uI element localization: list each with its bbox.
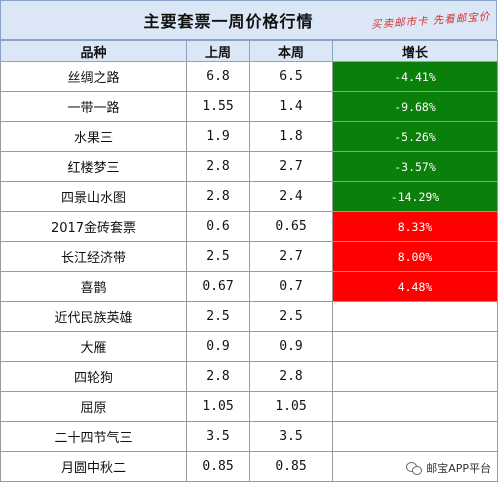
table-row: 丝绸之路 6.8 6.5 -4.41% [0,61,498,92]
this-week-cell: 2.8 [249,361,333,392]
table-row: 四景山水图 2.8 2.4 -14.29% [0,181,498,212]
this-week-cell: 0.9 [249,331,333,362]
name-cell: 屈原 [0,391,187,422]
watermark-text: 邮宝APP平台 [426,462,491,475]
last-week-cell: 0.67 [186,271,250,302]
table-row: 水果三 1.9 1.8 -5.26% [0,121,498,152]
change-cell: 8.33% [332,211,498,242]
this-week-cell: 3.5 [249,421,333,452]
last-week-cell: 2.8 [186,361,250,392]
last-week-cell: 2.5 [186,241,250,272]
name-cell: 长江经济带 [0,241,187,272]
table-row: 2017金砖套票 0.6 0.65 8.33% [0,211,498,242]
change-cell: -9.68% [332,91,498,122]
this-week-cell: 0.85 [249,451,333,482]
change-cell: 8.00% [332,241,498,272]
header-name: 品种 [0,40,187,62]
last-week-cell: 1.05 [186,391,250,422]
this-week-cell: 2.5 [249,301,333,332]
change-cell [332,391,498,422]
change-cell [332,361,498,392]
name-cell: 四轮狗 [0,361,187,392]
this-week-cell: 2.4 [249,181,333,212]
this-week-cell: 2.7 [249,241,333,272]
table-row: 二十四节气三 3.5 3.5 [0,421,498,452]
name-cell: 月圆中秋二 [0,451,187,482]
table-row: 月圆中秋二 0.85 0.85 [0,451,498,482]
title-bar: 主要套票一周价格行情 买卖邮市卡 先看邮宝价 [0,0,497,40]
this-week-cell: 1.4 [249,91,333,122]
table-body: 丝绸之路 6.8 6.5 -4.41% 一带一路 1.55 1.4 -9.68% 水果三 1.9 1… [0,61,498,482]
table-row: 近代民族英雄 2.5 2.5 [0,301,498,332]
name-cell: 四景山水图 [0,181,187,212]
change-cell: -5.26% [332,121,498,152]
last-week-cell: 2.8 [186,151,250,182]
this-week-cell: 6.5 [249,61,333,92]
table-row: 大雁 0.9 0.9 [0,331,498,362]
this-week-cell: 1.8 [249,121,333,152]
header-last-week: 上周 [186,40,250,62]
this-week-cell: 0.65 [249,211,333,242]
page-title: 主要套票一周价格行情 [143,12,314,31]
header-change: 增长 [332,40,498,62]
last-week-cell: 3.5 [186,421,250,452]
name-cell: 一带一路 [0,91,187,122]
last-week-cell: 2.8 [186,181,250,212]
this-week-cell: 1.05 [249,391,333,422]
change-cell: -4.41% [332,61,498,92]
last-week-cell: 0.6 [186,211,250,242]
table-row: 喜鹊 0.67 0.7 4.48% [0,271,498,302]
name-cell: 大雁 [0,331,187,362]
table-row: 一带一路 1.55 1.4 -9.68% [0,91,498,122]
this-week-cell: 0.7 [249,271,333,302]
table-row: 红楼梦三 2.8 2.7 -3.57% [0,151,498,182]
price-table: 品种 上周 本周 增长 丝绸之路 6.8 6.5 -4.41% 一带一路 1.55 1.4-… [0,40,498,482]
this-week-cell: 2.7 [249,151,333,182]
slogan-text: 买卖邮市卡 先看邮宝价 [370,10,491,32]
change-cell: -3.57% [332,151,498,182]
name-cell: 水果三 [0,121,187,152]
last-week-cell: 0.9 [186,331,250,362]
change-cell: -14.29% [332,181,498,212]
last-week-cell: 0.85 [186,451,250,482]
name-cell: 喜鹊 [0,271,187,302]
last-week-cell: 1.55 [186,91,250,122]
wechat-icon [406,461,423,475]
table-row: 长江经济带 2.5 2.7 8.00% [0,241,498,272]
name-cell: 2017金砖套票 [0,211,187,242]
change-cell [332,421,498,452]
table-row: 屈原 1.05 1.05 [0,391,498,422]
name-cell: 丝绸之路 [0,61,187,92]
name-cell: 红楼梦三 [0,151,187,182]
last-week-cell: 1.9 [186,121,250,152]
table-header-row: 品种 上周 本周 增长 [0,40,498,62]
change-cell [332,331,498,362]
header-this-week: 本周 [249,40,333,62]
watermark: 邮宝APP平台 [403,459,494,477]
last-week-cell: 6.8 [186,61,250,92]
table-row: 四轮狗 2.8 2.8 [0,361,498,392]
name-cell: 近代民族英雄 [0,301,187,332]
last-week-cell: 2.5 [186,301,250,332]
name-cell: 二十四节气三 [0,421,187,452]
change-cell: 4.48% [332,271,498,302]
change-cell [332,301,498,332]
